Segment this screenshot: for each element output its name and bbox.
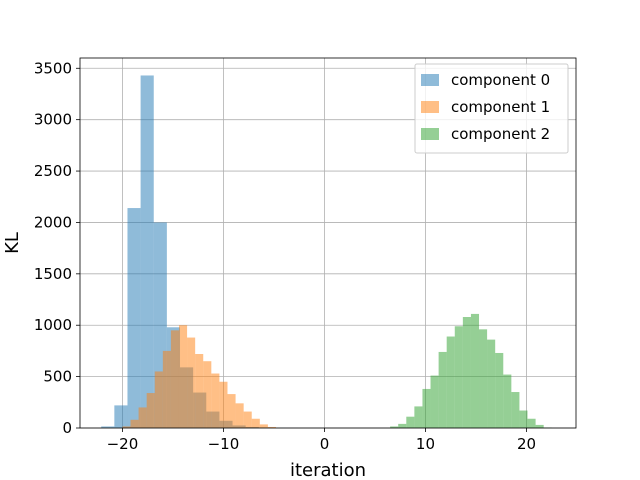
- y-tick-label: 1000: [34, 316, 72, 334]
- ticks: −20 −10 0 10 20 0 500 1000 1500 2000 2500 3000 3500: [34, 59, 536, 453]
- y-tick-label: 2500: [34, 162, 72, 180]
- histogram-bar-component-0: [101, 426, 115, 428]
- y-tick-label: 1500: [34, 265, 72, 283]
- histogram-bar-component-2: [390, 426, 399, 428]
- histogram-bar-component-1: [243, 411, 252, 428]
- y-tick-label: 0: [62, 419, 72, 437]
- histogram-bar-component-1: [219, 381, 228, 428]
- legend-box: [414, 63, 569, 154]
- y-tick-label: 2000: [34, 213, 72, 231]
- legend-swatch: [421, 101, 439, 113]
- x-tick-label: −10: [208, 435, 240, 453]
- x-tick-label: 0: [320, 435, 330, 453]
- axes-frame: [79, 57, 577, 429]
- y-tick-label: 3500: [34, 59, 72, 77]
- histogram-bar-component-2: [470, 313, 480, 428]
- histogram-bar-component-0: [127, 208, 141, 428]
- histogram-bar-component-1: [195, 354, 204, 428]
- histogram-bar-component-2: [406, 416, 415, 428]
- y-tick-label: 3000: [34, 111, 72, 129]
- histogram-bar-component-1: [235, 403, 244, 428]
- x-axis-label: iteration: [290, 460, 366, 480]
- y-axis-label: KL: [2, 232, 23, 254]
- histogram-bar-component-1: [259, 424, 268, 428]
- histogram-bar-component-1: [187, 337, 196, 428]
- histogram-bar-component-2: [414, 406, 423, 428]
- histogram-bar-component-2: [527, 418, 536, 428]
- histogram-bar-component-2: [503, 374, 512, 428]
- histogram-bar-component-2: [454, 326, 463, 428]
- histogram-bar-component-2: [519, 410, 528, 428]
- legend-label: component 1: [451, 98, 550, 116]
- histogram-bar-component-1: [154, 371, 163, 428]
- legend: component 0 component 1 component 2: [414, 63, 569, 154]
- histogram-bar-component-1: [170, 330, 179, 428]
- legend-swatch: [421, 128, 439, 140]
- histogram-bar-component-2: [438, 351, 447, 428]
- histogram-bar-component-2: [422, 388, 431, 428]
- histogram-bar-component-1: [203, 361, 212, 428]
- y-tick-label: 500: [43, 368, 72, 386]
- histogram-bar-component-1: [122, 426, 131, 428]
- histogram-bar-component-2: [511, 392, 520, 428]
- histogram-bar-component-1: [138, 407, 147, 428]
- histogram-bar-component-1: [130, 419, 139, 428]
- histogram-bar-component-2: [398, 423, 407, 428]
- histogram-bar-component-1: [146, 393, 155, 428]
- legend-label: component 2: [451, 125, 550, 143]
- legend-swatch: [421, 74, 439, 86]
- bars: [101, 75, 552, 428]
- histogram-bar-component-1: [251, 418, 260, 428]
- legend-label: component 0: [451, 71, 550, 89]
- histogram-bar-component-1: [227, 394, 236, 428]
- histogram-bar-component-2: [479, 329, 488, 428]
- x-tick-label: 20: [517, 435, 536, 453]
- histogram-bar-component-2: [495, 352, 504, 428]
- histogram-bar-component-2: [487, 339, 496, 428]
- histogram-bar-component-0: [114, 405, 128, 428]
- histogram-bar-component-2: [430, 375, 439, 428]
- histogram-bar-component-1: [211, 373, 220, 428]
- histogram-bar-component-2: [535, 424, 544, 428]
- histogram-bar-component-2: [446, 336, 455, 428]
- histogram-bar-component-1: [267, 426, 276, 428]
- x-tick-label: −20: [107, 435, 139, 453]
- histogram-bar-component-2: [462, 317, 471, 428]
- x-tick-label: 10: [416, 435, 435, 453]
- histogram-bar-component-1: [162, 350, 171, 428]
- histogram-bar-component-1: [178, 325, 188, 428]
- histogram-bar-component-0: [140, 75, 154, 428]
